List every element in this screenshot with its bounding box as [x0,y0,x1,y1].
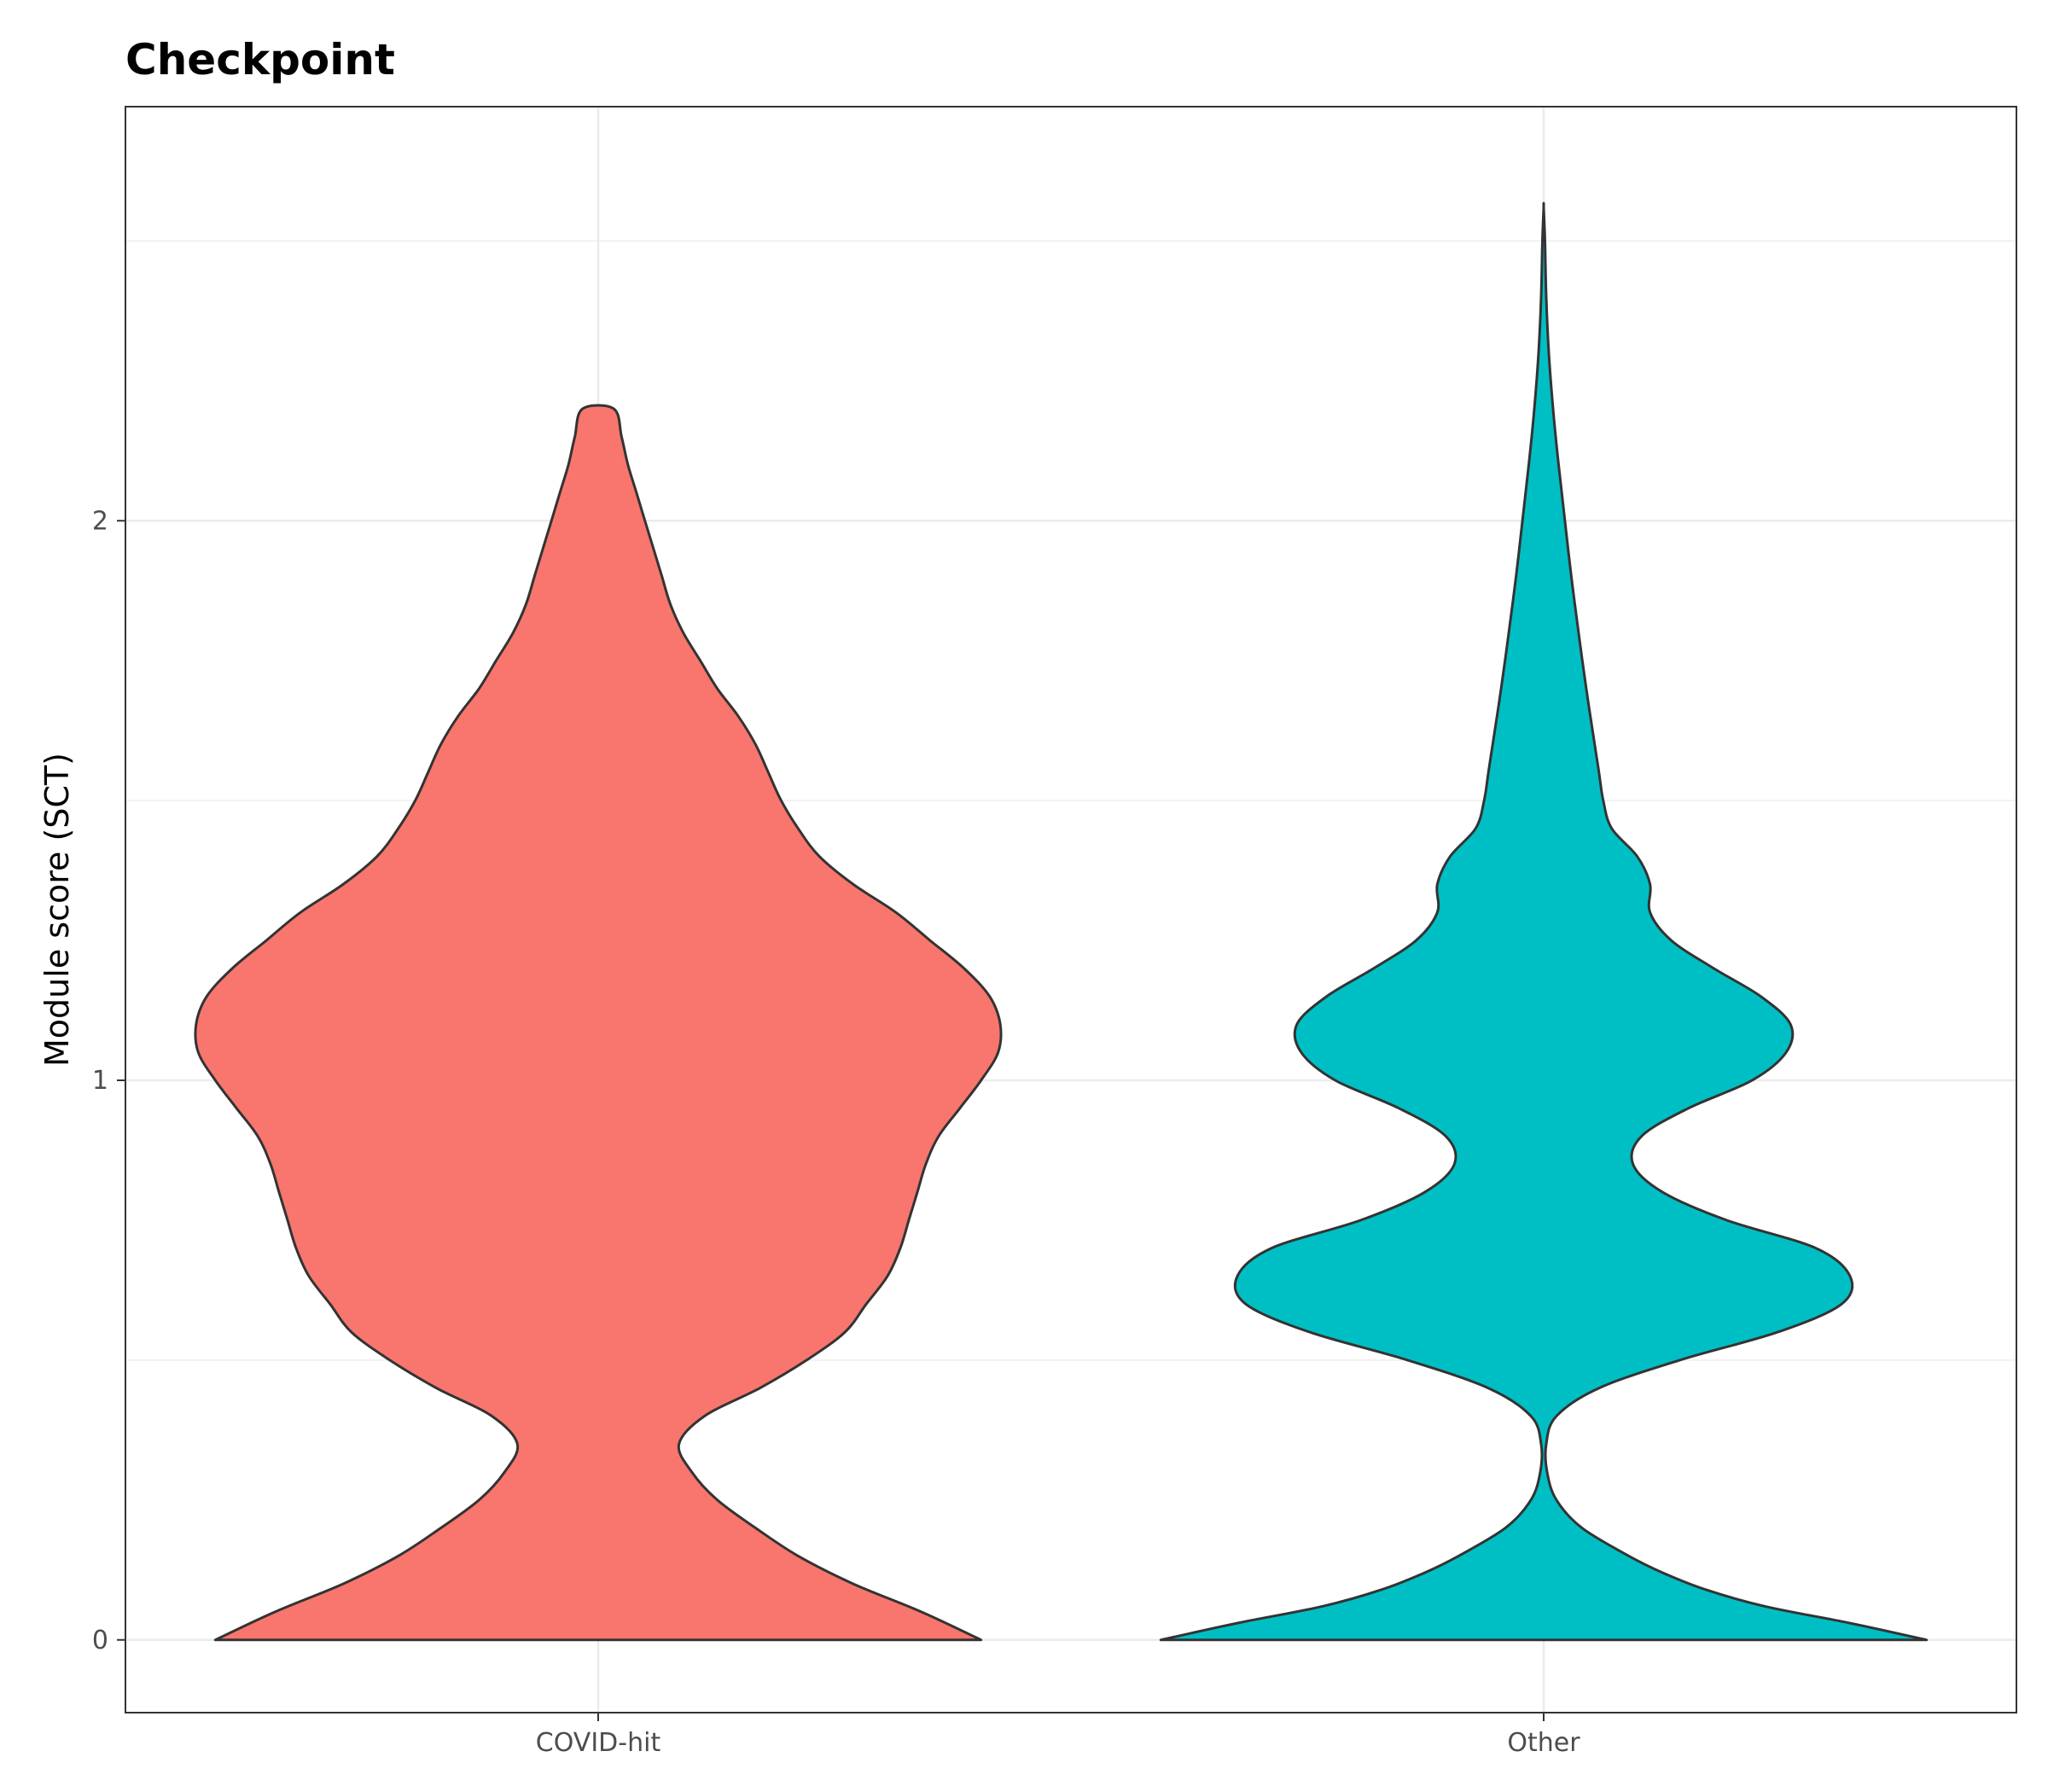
plot-panel-border [125,106,2017,1713]
chart-title: Checkpoint [125,35,395,84]
y-tick-label: 2 [92,506,108,536]
x-tick-label: COVID-hit [536,1728,661,1758]
x-tick-label: Other [1507,1728,1580,1758]
y-axis-title: Module score (SCT) [38,753,76,1067]
y-tick-label: 1 [92,1066,108,1096]
violin-other [1159,201,1929,1642]
violins [194,201,1929,1642]
y-tick-label: 0 [92,1626,108,1655]
axes: 0 1 2 COVID-hit Other [92,506,1580,1758]
violin-covid-hit [194,404,1003,1642]
